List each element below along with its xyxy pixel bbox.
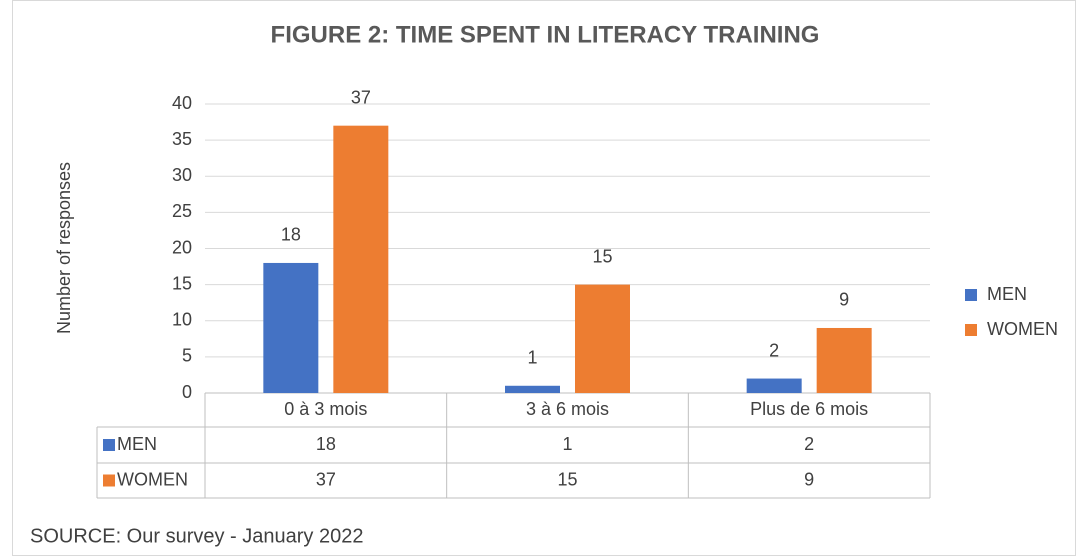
x-tick-label: 3 à 6 mois: [526, 399, 609, 419]
data-label: 37: [351, 87, 371, 107]
table-cell: 37: [316, 469, 336, 489]
legend-key: [965, 324, 977, 336]
legend-label: MEN: [987, 284, 1027, 304]
y-tick-label: 10: [172, 310, 192, 330]
data-label: 9: [839, 290, 849, 310]
y-tick-label: 5: [182, 346, 192, 366]
table-legend-key: [103, 474, 115, 487]
data-label: 18: [281, 225, 301, 245]
y-tick-label: 25: [172, 201, 192, 221]
legend-label: WOMEN: [987, 319, 1058, 339]
y-tick-label: 0: [182, 382, 192, 402]
legend-key: [965, 289, 977, 301]
x-tick-label: 0 à 3 mois: [284, 399, 367, 419]
table-cell: 15: [557, 469, 577, 489]
table-cell: 18: [316, 434, 336, 454]
data-label: 15: [592, 246, 612, 266]
y-tick-label: 20: [172, 237, 192, 257]
table-cell: 1: [562, 434, 572, 454]
data-label: 1: [527, 348, 537, 368]
source-note: SOURCE: Our survey - January 2022: [30, 525, 363, 547]
bar: [746, 378, 802, 393]
bar: [575, 284, 630, 393]
y-tick-label: 40: [172, 93, 192, 113]
table-cell: 2: [804, 434, 814, 454]
table-row-label: WOMEN: [117, 469, 188, 489]
table-legend-key: [103, 439, 115, 451]
bar: [333, 125, 389, 394]
bar: [816, 327, 872, 393]
chart-title: FIGURE 2: TIME SPENT IN LITERACY TRAININ…: [271, 21, 820, 48]
y-axis-label: Number of responses: [54, 162, 74, 334]
data-label: 2: [769, 340, 779, 360]
table-row-label: MEN: [117, 434, 157, 454]
y-tick-label: 35: [172, 129, 192, 149]
y-tick-label: 30: [172, 165, 192, 185]
bar: [505, 385, 560, 393]
y-tick-label: 15: [172, 273, 192, 293]
bar: [263, 262, 319, 393]
x-tick-label: Plus de 6 mois: [750, 399, 868, 419]
table-cell: 9: [804, 469, 814, 489]
